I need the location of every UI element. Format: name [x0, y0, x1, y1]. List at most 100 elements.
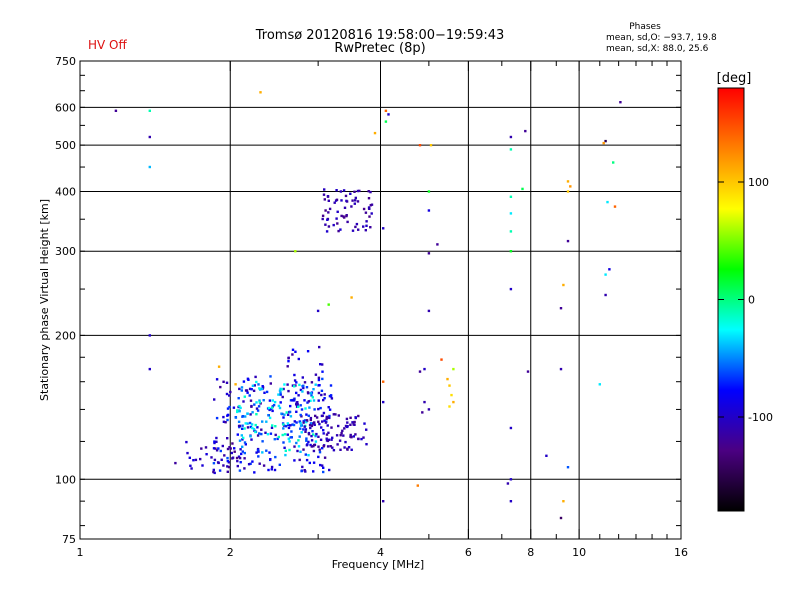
data-point: [562, 283, 565, 287]
data-point: [300, 408, 304, 411]
data-point: [317, 391, 321, 395]
data-point: [241, 415, 244, 418]
data-point: [320, 393, 323, 397]
data-point: [252, 427, 256, 431]
data-point: [320, 389, 324, 392]
data-point: [238, 469, 242, 472]
data-point: [333, 201, 336, 204]
data-point: [284, 453, 287, 457]
data-point: [286, 365, 289, 368]
y-tick-label: 300: [55, 245, 76, 258]
data-point: [346, 421, 349, 424]
data-point: [303, 419, 307, 422]
data-point: [261, 385, 264, 388]
data-point: [326, 416, 329, 419]
data-point: [256, 426, 259, 429]
data-point: [233, 450, 236, 453]
data-point: [295, 441, 298, 445]
data-point: [369, 226, 372, 229]
data-point: [257, 383, 260, 386]
data-point: [341, 429, 344, 432]
data-point: [219, 385, 222, 389]
data-point: [332, 413, 335, 416]
data-point: [240, 452, 243, 456]
data-point: [242, 400, 245, 403]
data-point: [260, 428, 263, 431]
data-point: [212, 462, 216, 465]
data-point: [312, 470, 315, 473]
data-point: [336, 443, 339, 446]
data-point: [218, 469, 222, 472]
data-point: [300, 431, 303, 434]
data-point: [295, 403, 298, 406]
data-point: [319, 363, 322, 366]
data-point: [241, 450, 244, 453]
data-point: [326, 424, 329, 427]
data-point: [339, 190, 343, 193]
data-point: [452, 400, 455, 404]
data-point: [427, 252, 431, 255]
data-point: [310, 445, 313, 448]
data-point: [287, 389, 290, 393]
data-point: [298, 435, 301, 438]
data-point: [248, 421, 252, 425]
data-point: [308, 461, 311, 465]
data-point: [360, 437, 363, 441]
data-point: [261, 386, 265, 389]
data-point: [321, 377, 324, 381]
data-point: [241, 445, 244, 448]
data-point: [266, 433, 270, 436]
data-point: [237, 455, 241, 458]
data-point: [337, 414, 340, 417]
data-point: [284, 449, 287, 452]
data-point: [286, 413, 290, 416]
chart-title: Tromsø 20120816 19:58:00−19:59:43: [255, 28, 505, 43]
data-point: [509, 212, 513, 215]
data-point: [300, 415, 303, 418]
data-point: [288, 448, 291, 452]
data-point: [249, 435, 252, 438]
data-point: [238, 439, 242, 442]
data-point: [322, 466, 325, 469]
data-point: [212, 470, 215, 474]
data-point: [281, 395, 284, 399]
data-point: [418, 144, 422, 147]
data-point: [382, 227, 385, 230]
data-point: [212, 447, 216, 450]
data-point: [363, 422, 366, 425]
data-point: [345, 425, 349, 429]
data-point: [249, 462, 252, 465]
data-point: [330, 438, 333, 441]
data-point: [243, 451, 246, 455]
data-point: [351, 199, 354, 202]
data-point: [234, 416, 238, 419]
data-point: [323, 198, 326, 201]
data-point: [291, 348, 295, 351]
data-point: [246, 412, 249, 415]
data-point: [233, 447, 236, 450]
data-point: [350, 436, 353, 439]
data-point: [235, 456, 239, 460]
data-point: [612, 161, 615, 164]
data-point: [309, 416, 313, 420]
data-point: [299, 424, 303, 427]
data-point: [327, 225, 331, 228]
data-point: [345, 199, 348, 203]
data-point: [303, 381, 307, 384]
data-point: [231, 456, 235, 459]
data-point: [244, 389, 248, 392]
hv-status: HV Off: [88, 38, 127, 52]
data-point: [274, 425, 277, 428]
data-point: [302, 419, 305, 423]
data-point: [262, 399, 265, 402]
data-point: [268, 451, 271, 454]
data-point: [238, 424, 242, 428]
data-point: [148, 135, 151, 139]
data-point: [254, 423, 257, 427]
data-point: [239, 406, 242, 410]
data-point: [265, 420, 268, 423]
data-point: [305, 413, 308, 416]
data-point: [367, 197, 371, 200]
data-point: [238, 456, 242, 460]
data-point: [323, 397, 326, 400]
